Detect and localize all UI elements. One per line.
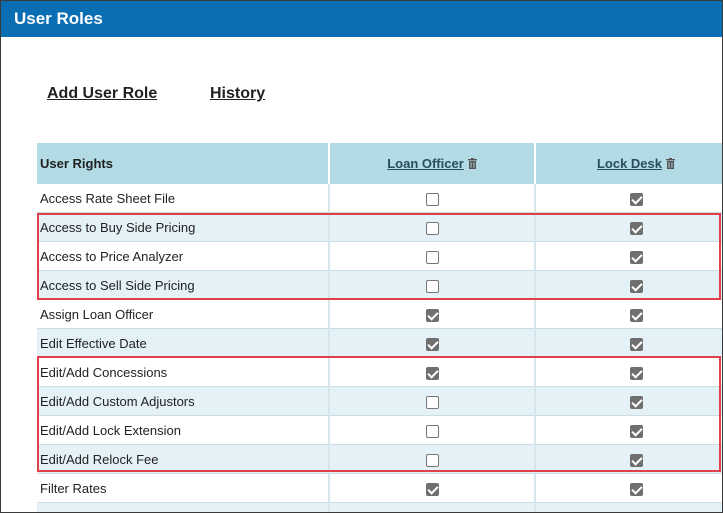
permission-cell (329, 444, 536, 474)
permission-cell (329, 184, 536, 213)
permission-cell (329, 270, 536, 300)
permission-cell (535, 386, 722, 416)
trash-icon[interactable] (467, 158, 477, 169)
permission-checkbox[interactable] (629, 192, 643, 206)
table-header-row: User Rights Loan Officer Lock Desk (37, 143, 722, 184)
permission-checkbox[interactable] (629, 221, 643, 235)
permission-checkbox[interactable] (629, 453, 643, 467)
permission-cell (329, 212, 536, 242)
permission-checkbox[interactable] (425, 424, 439, 438)
permission-checkbox[interactable] (425, 453, 439, 467)
permission-cell (329, 241, 536, 271)
permission-checkbox[interactable] (629, 337, 643, 351)
table-row: Edit/Add Custom Adjustors (37, 386, 722, 416)
user-right-label: Edit Effective Date (37, 328, 330, 358)
permission-cell (535, 270, 722, 300)
table-row: Access to Buy Side Pricing (37, 212, 722, 242)
permission-checkbox[interactable] (629, 424, 643, 438)
table-row: Edit/Add Relock Fee (37, 444, 722, 474)
permission-checkbox[interactable] (425, 250, 439, 264)
user-right-label: Filter Rates (37, 473, 330, 503)
user-right-label: Access to Buy Side Pricing (37, 212, 330, 242)
permission-checkbox[interactable] (629, 366, 643, 380)
permission-cell (329, 415, 536, 445)
permission-checkbox[interactable] (629, 279, 643, 293)
permission-cell (535, 502, 722, 512)
page-title: User Roles (1, 1, 722, 37)
user-right-label: Assign Loan Officer (37, 299, 330, 329)
permission-checkbox[interactable] (629, 511, 643, 512)
permission-cell (329, 502, 536, 512)
table-row: Access to Price Analyzer (37, 241, 722, 271)
permission-cell (535, 444, 722, 474)
user-right-label: Edit/Add Lock Extension (37, 415, 330, 445)
user-right-label: Edit/Add Relock Fee (37, 444, 330, 474)
history-link[interactable]: History (210, 85, 266, 102)
permission-cell (329, 386, 536, 416)
add-user-role-link[interactable]: Add User Role (47, 85, 158, 102)
permission-checkbox[interactable] (425, 511, 439, 512)
role-name-link[interactable]: Loan Officer (387, 156, 464, 171)
user-right-label: Search Results - Best Ex View (37, 502, 330, 512)
permission-checkbox[interactable] (629, 308, 643, 322)
permission-cell (535, 184, 722, 213)
permission-checkbox[interactable] (425, 337, 439, 351)
permission-cell (535, 299, 722, 329)
permission-cell (329, 357, 536, 387)
user-right-label: Access to Price Analyzer (37, 241, 330, 271)
table-row: Assign Loan Officer (37, 299, 722, 329)
permission-checkbox[interactable] (425, 279, 439, 293)
permission-cell (535, 473, 722, 503)
permission-checkbox[interactable] (629, 482, 643, 496)
permission-checkbox[interactable] (425, 482, 439, 496)
permission-cell (535, 241, 722, 271)
table-row: Search Results - Best Ex View (37, 502, 722, 512)
permission-checkbox[interactable] (425, 308, 439, 322)
table-row: Access to Sell Side Pricing (37, 270, 722, 300)
user-right-label: Access to Sell Side Pricing (37, 270, 330, 300)
user-right-label: Access Rate Sheet File (37, 184, 330, 213)
user-rights-header: User Rights (37, 143, 330, 184)
permission-cell (329, 299, 536, 329)
permission-checkbox[interactable] (425, 395, 439, 409)
table-row: Edit/Add Concessions (37, 357, 722, 387)
user-right-label: Edit/Add Concessions (37, 357, 330, 387)
permission-cell (535, 328, 722, 358)
permission-checkbox[interactable] (425, 221, 439, 235)
permission-checkbox[interactable] (629, 395, 643, 409)
permission-cell (535, 415, 722, 445)
role-header-loan-officer: Loan Officer (329, 143, 536, 184)
permission-cell (329, 328, 536, 358)
table-row: Edit Effective Date (37, 328, 722, 358)
permission-cell (535, 212, 722, 242)
table-row: Edit/Add Lock Extension (37, 415, 722, 445)
user-rights-table: User Rights Loan Officer Lock Desk Acces… (37, 143, 722, 512)
role-header-lock-desk: Lock Desk (535, 143, 722, 184)
table-row: Filter Rates (37, 473, 722, 503)
permission-checkbox[interactable] (629, 250, 643, 264)
permission-cell (535, 357, 722, 387)
role-name-link[interactable]: Lock Desk (596, 156, 663, 171)
trash-icon[interactable] (666, 158, 676, 169)
user-right-label: Edit/Add Custom Adjustors (37, 386, 330, 416)
permission-checkbox[interactable] (425, 192, 439, 206)
table-row: Access Rate Sheet File (37, 184, 722, 213)
permission-checkbox[interactable] (425, 366, 439, 380)
permission-cell (329, 473, 536, 503)
